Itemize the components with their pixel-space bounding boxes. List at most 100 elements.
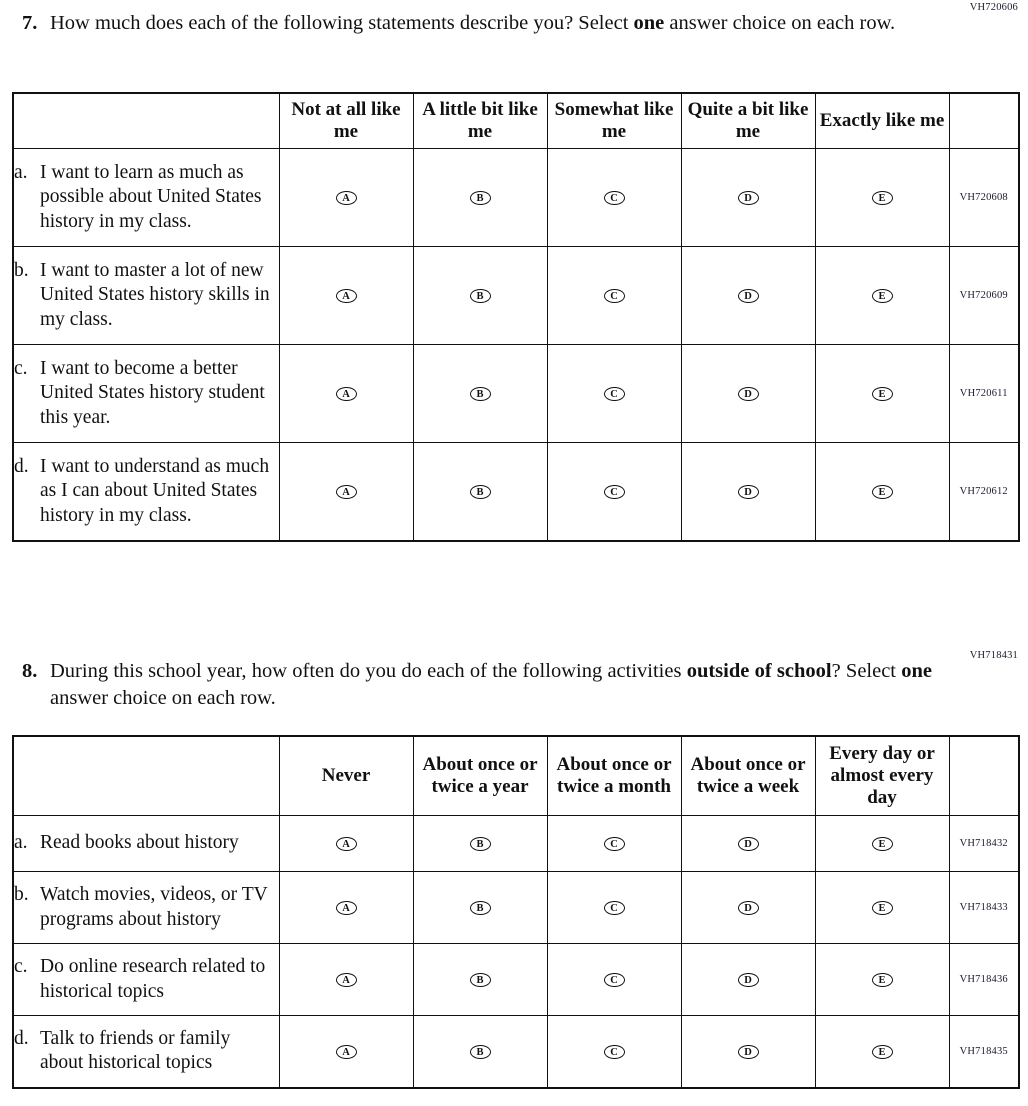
answer-bubble-c[interactable]: C: [546, 442, 682, 541]
bubble-letter-d: D: [737, 972, 759, 987]
row-letter: c.: [14, 357, 28, 379]
answer-bubble-a[interactable]: A: [278, 943, 414, 1016]
table-row: b. I want to master a lot of new United …: [12, 246, 1020, 345]
q8-text-part-4: answer choice on each row.: [50, 687, 276, 709]
row-stem-cell: b. Watch movies, videos, or TV programs …: [12, 871, 280, 944]
header-blank-code: [948, 735, 1020, 816]
answer-bubble-c[interactable]: C: [546, 871, 682, 944]
answer-bubble-b[interactable]: B: [412, 442, 548, 541]
answer-bubble-a[interactable]: A: [278, 442, 414, 541]
bubble-letter-e: E: [871, 484, 893, 499]
answer-bubble-d[interactable]: D: [680, 442, 816, 541]
row-item-code: VH718433: [948, 871, 1020, 944]
item-code-q7: VH720606: [969, 2, 1018, 13]
answer-bubble-a[interactable]: A: [278, 246, 414, 345]
bubble-letter-c: C: [603, 386, 625, 401]
row-stem-text: Watch movies, videos, or TV programs abo…: [40, 884, 268, 930]
question-7-number: 7.: [22, 12, 38, 34]
q7-text-part-0: How much does each of the following stat…: [50, 12, 634, 34]
table-row: c. Do online research related to histori…: [12, 943, 1020, 1016]
question-8-prompt: 8. During this school year, how often do…: [12, 658, 932, 712]
answer-bubble-c[interactable]: C: [546, 344, 682, 443]
answer-bubble-b[interactable]: B: [412, 1015, 548, 1088]
answer-bubble-b[interactable]: B: [412, 148, 548, 247]
row-stem-text: Talk to friends or family about historic…: [40, 1027, 231, 1074]
bubble-letter-b: B: [469, 972, 491, 987]
answer-bubble-e[interactable]: E: [814, 344, 950, 443]
q8-text-part-0: During this school year, how often do yo…: [50, 660, 687, 682]
header-option-d: Quite a bit like me: [680, 92, 816, 149]
answer-bubble-b[interactable]: B: [412, 344, 548, 443]
bubble-letter-c: C: [603, 972, 625, 987]
answer-bubble-e[interactable]: E: [814, 815, 950, 872]
answer-bubble-b[interactable]: B: [412, 943, 548, 1016]
answer-bubble-c[interactable]: C: [546, 1015, 682, 1088]
answer-bubble-a[interactable]: A: [278, 871, 414, 944]
answer-bubble-b[interactable]: B: [412, 246, 548, 345]
header-blank-stem: [12, 735, 280, 816]
row-stem-cell: a. I want to learn as much as possible a…: [12, 148, 280, 247]
header-option-d: About once or twice a week: [680, 735, 816, 816]
row-item-code: VH718436: [948, 943, 1020, 1016]
q8-text-part-1: outside of school: [686, 660, 832, 682]
table-row: d. Talk to friends or family about histo…: [12, 1015, 1020, 1088]
answer-bubble-e[interactable]: E: [814, 442, 950, 541]
answer-bubble-c[interactable]: C: [546, 148, 682, 247]
bubble-letter-c: C: [603, 1044, 625, 1059]
bubble-letter-e: E: [871, 386, 893, 401]
answer-bubble-e[interactable]: E: [814, 943, 950, 1016]
q8-text-part-2: ? Select: [831, 660, 902, 682]
bubble-letter-b: B: [469, 386, 491, 401]
q7-text-part-2: answer choice on each row.: [664, 12, 896, 34]
bubble-letter-a: A: [335, 288, 357, 303]
answer-bubble-d[interactable]: D: [680, 943, 816, 1016]
bubble-letter-c: C: [603, 484, 625, 499]
table-row: c. I want to become a better United Stat…: [12, 344, 1020, 443]
header-option-a: Not at all like me: [278, 92, 414, 149]
answer-bubble-a[interactable]: A: [278, 148, 414, 247]
bubble-letter-d: D: [737, 288, 759, 303]
answer-bubble-e[interactable]: E: [814, 871, 950, 944]
answer-bubble-d[interactable]: D: [680, 246, 816, 345]
header-blank-stem: [12, 92, 280, 149]
row-letter: d.: [14, 455, 29, 477]
bubble-letter-b: B: [469, 900, 491, 915]
bubble-letter-a: A: [335, 484, 357, 499]
table-row: a. Read books about history A B C D E VH…: [12, 815, 1020, 872]
answer-bubble-d[interactable]: D: [680, 815, 816, 872]
bubble-letter-c: C: [603, 836, 625, 851]
question-8-number: 8.: [22, 660, 38, 682]
bubble-letter-c: C: [603, 900, 625, 915]
bubble-letter-a: A: [335, 1044, 357, 1059]
answer-bubble-e[interactable]: E: [814, 246, 950, 345]
answer-bubble-e[interactable]: E: [814, 148, 950, 247]
question-7-matrix-table: Not at all like me A little bit like me …: [12, 92, 1020, 542]
bubble-letter-e: E: [871, 288, 893, 303]
answer-bubble-e[interactable]: E: [814, 1015, 950, 1088]
answer-bubble-b[interactable]: B: [412, 815, 548, 872]
header-blank-code: [948, 92, 1020, 149]
header-option-e: Exactly like me: [814, 92, 950, 149]
q7-text-part-1: one: [633, 12, 665, 34]
answer-bubble-d[interactable]: D: [680, 1015, 816, 1088]
answer-bubble-d[interactable]: D: [680, 344, 816, 443]
table-header-row: Not at all like me A little bit like me …: [12, 92, 1020, 149]
row-stem-text: I want to become a better United States …: [40, 357, 265, 428]
answer-bubble-a[interactable]: A: [278, 815, 414, 872]
answer-bubble-c[interactable]: C: [546, 246, 682, 345]
row-stem-cell: d. I want to understand as much as I can…: [12, 442, 280, 541]
answer-bubble-b[interactable]: B: [412, 871, 548, 944]
table-row: d. I want to understand as much as I can…: [12, 442, 1020, 541]
answer-bubble-d[interactable]: D: [680, 871, 816, 944]
answer-bubble-c[interactable]: C: [546, 815, 682, 872]
row-letter: c.: [14, 956, 28, 977]
answer-bubble-a[interactable]: A: [278, 1015, 414, 1088]
header-option-b: About once or twice a year: [412, 735, 548, 816]
answer-bubble-a[interactable]: A: [278, 344, 414, 443]
bubble-letter-e: E: [871, 900, 893, 915]
answer-bubble-d[interactable]: D: [680, 148, 816, 247]
bubble-letter-e: E: [871, 836, 893, 851]
answer-bubble-c[interactable]: C: [546, 943, 682, 1016]
row-stem-text: I want to learn as much as possible abou…: [40, 161, 262, 232]
